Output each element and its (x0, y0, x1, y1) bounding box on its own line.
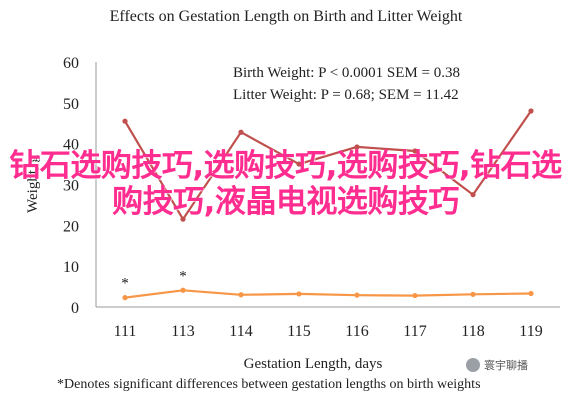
x-axis-label: Gestation Length, days (244, 356, 383, 372)
data-point-litter-weight (238, 129, 244, 135)
chat-icon (466, 358, 480, 372)
data-point-litter-weight (296, 161, 302, 167)
data-point-birth-weight (354, 292, 360, 298)
series-layer (122, 108, 534, 301)
overlay-text: 钻石选购技巧,选购技巧,选购技巧,钻石选购技巧,液晶电视选购技巧 (9, 148, 562, 220)
y-tick-label: 50 (63, 96, 79, 113)
data-point-birth-weight (122, 295, 128, 301)
data-point-birth-weight (470, 291, 476, 297)
y-tick-labels: 0 10 20 30 40 50 60 (63, 55, 79, 317)
data-point-litter-weight (470, 192, 476, 198)
data-point-litter-weight (180, 216, 186, 222)
x-tick-label: 118 (461, 323, 484, 340)
data-point-litter-weight (528, 108, 534, 114)
x-tick-label: 115 (287, 323, 310, 340)
watermark-text: 寰宇聊播 (484, 359, 528, 372)
y-tick-label: 20 (63, 218, 79, 235)
series-line-birth-weight (124, 289, 532, 299)
data-point-birth-weight (528, 290, 534, 297)
x-tick-label: 114 (229, 323, 252, 340)
y-tick-label: 60 (63, 55, 79, 72)
significance-marks: * * (121, 268, 187, 291)
chart-title: Effects on Gestation Length on Birth and… (110, 8, 463, 25)
data-point-litter-weight (354, 144, 360, 150)
x-tick-label: 116 (345, 323, 368, 340)
annotation-birth-weight: Birth Weight: P < 0.0001 SEM = 0.38 (233, 65, 460, 81)
significance-mark: * (179, 268, 187, 284)
data-point-litter-weight (412, 148, 418, 154)
watermark: 寰宇聊播 (466, 357, 528, 373)
y-tick-label: 0 (71, 300, 79, 317)
x-tick-label: 113 (171, 323, 194, 340)
data-point-birth-weight (412, 292, 418, 299)
data-point-birth-weight (180, 287, 186, 293)
x-tick-label: 119 (519, 323, 542, 340)
x-tick-label: 117 (403, 323, 426, 340)
x-tick-labels: 111 113 114 115 116 117 118 119 (114, 323, 543, 340)
annotation-litter-weight: Litter Weight: P = 0.68; SEM = 11.42 (233, 87, 459, 103)
data-point-birth-weight (296, 291, 302, 297)
y-tick-label: 10 (63, 259, 79, 276)
data-point-litter-weight (122, 118, 128, 124)
y-axis-label: Weight, g (25, 155, 41, 213)
x-tick-label: 111 (114, 323, 137, 340)
y-tick-label: 40 (63, 137, 79, 154)
series-line-litter-weight (124, 110, 532, 222)
data-point-birth-weight (238, 292, 244, 298)
y-tick-label: 30 (63, 178, 79, 195)
footnote: *Denotes significant differences between… (57, 377, 481, 392)
significance-mark: * (121, 276, 129, 292)
